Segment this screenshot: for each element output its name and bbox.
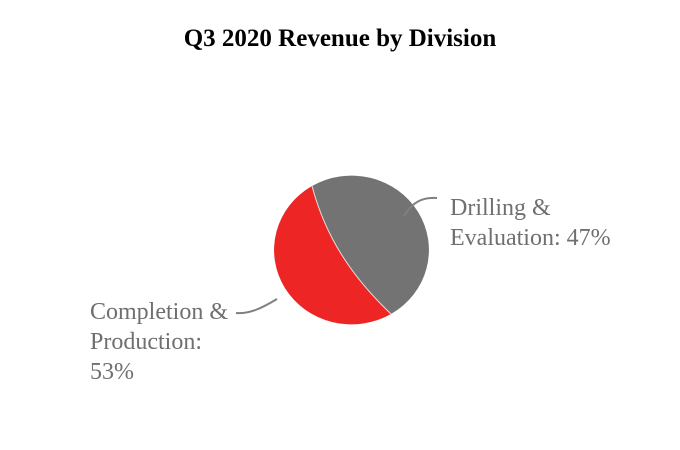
- callout-completion-line3: 53%: [90, 359, 134, 385]
- callout-drilling-line2: Evaluation: 47%: [450, 225, 611, 251]
- pie-slice-completion-production: [274, 186, 391, 325]
- callout-completion-production: Completion & Production: 53%: [90, 297, 228, 387]
- slice-divider-line: [311, 185, 392, 315]
- callout-completion-line1: Completion &: [90, 299, 228, 325]
- leader-line-drilling-evaluation: [403, 196, 438, 217]
- leader-line-completion-production: [235, 298, 278, 315]
- callout-drilling-line1: Drilling &: [450, 195, 551, 221]
- callout-drilling-evaluation: Drilling & Evaluation: 47%: [450, 193, 611, 253]
- pie-slice-drilling-evaluation: [312, 175, 429, 314]
- callout-completion-line2: Production:: [90, 329, 202, 355]
- chart-title: Q3 2020 Revenue by Division: [183, 25, 497, 52]
